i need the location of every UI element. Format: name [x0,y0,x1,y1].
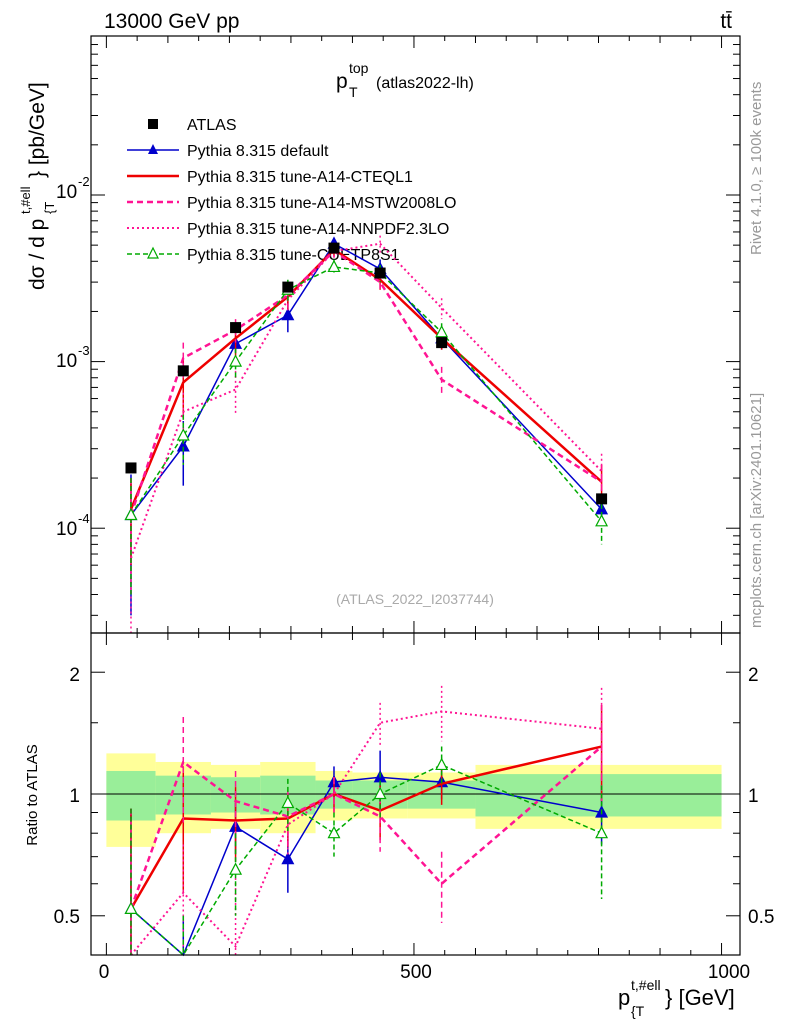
legend-marker-default [148,144,158,154]
x-label-sub: {T [631,1003,645,1019]
ratio-line-4 [130,764,602,957]
rivet-label: Rivet 4.1.0, ≥ 100k events [748,82,765,255]
process-label: tt̄ [720,10,732,33]
series-line-3 [130,242,603,559]
ratio-band-inner [475,774,722,817]
series-marker-4 [595,514,609,527]
y-main-label-sup: t,#ell [18,186,33,214]
energy-label: 13000 GeV pp [104,10,239,33]
ratio-tick-2-right: 2 [748,665,759,686]
y-ratio-axis-label: Ratio to ATLAS [24,744,41,845]
ratio-marker-4 [595,825,609,839]
ratio-marker-4 [229,862,243,875]
series-marker-4 [229,354,243,367]
y-main-label-suffix: } [pb/GeV] [26,82,49,178]
main-panel [124,235,609,633]
plot-title-sup: top [349,60,369,76]
atlas-data-point [436,337,448,349]
legend: ATLAS Pythia 8.315 default Pythia 8.315 … [127,117,456,264]
x-tick-1000: 1000 [708,962,750,983]
series-line-0 [130,242,603,516]
ratio-line-2 [129,745,603,910]
x-tick-500: 500 [400,962,432,983]
ratio-tick-1-right: 1 [748,786,759,807]
series-marker-4 [435,324,449,338]
y-main-label-sub: {T [42,202,57,214]
series-line-2 [129,249,603,516]
series-line-1 [129,248,603,510]
atlas-data-point [328,242,340,254]
axes-frame [90,35,741,956]
series-marker-4 [124,507,138,521]
y-tick-1e-3: 10 [56,351,77,372]
legend-label-mstw: Pythia 8.315 tune-A14-MSTW2008LO [187,195,456,212]
ratio-marker-0 [281,851,295,865]
atlas-data-point [177,365,189,377]
atlas-data-point [596,493,608,505]
analysis-id: (ATLAS_2022_I2037744) [336,591,494,607]
legend-marker-cuetp [147,246,159,259]
legend-label-cteql1: Pythia 8.315 tune-A14-CTEQL1 [187,169,413,186]
legend-label-default: Pythia 8.315 default [187,143,329,160]
x-tick-labels: 0 500 1000 [99,962,750,983]
x-label-sup: t,#ell [631,977,661,993]
atlas-data-point [282,281,294,293]
plot-title-sub: T [349,84,358,100]
ratio-tick-05-right: 0.5 [748,907,774,928]
y-tick-1e-2-exp: -2 [78,174,90,189]
mcplots-label: mcplots.cern.ch [arXiv:2401.10621] [748,393,765,628]
x-tick-0: 0 [99,962,110,983]
y-tick-1e-4: 10 [56,519,77,540]
series-line-4 [130,266,603,522]
ratio-panel [91,685,740,957]
y-main-label-text: dσ / d p [26,219,49,290]
plot-title-suffix: (atlas2022-lh) [376,75,474,92]
x-axis-label: p t,#ell {T } [GeV] [618,977,735,1019]
atlas-data-point [230,322,242,334]
y-main-axis-label: dσ / d p t,#ell {T } [pb/GeV] [18,82,57,290]
atlas-data-point [125,462,137,474]
y-tick-1e-3-exp: -3 [78,343,90,358]
ratio-marker-4 [435,757,449,771]
legend-marker-atlas [148,119,158,129]
series-marker-0 [281,307,295,321]
ratio-tick-2-left: 2 [69,665,80,686]
series-marker-4 [176,428,190,441]
y-tick-1e-4-exp: -4 [78,511,90,526]
ratio-line-3 [130,710,602,956]
y-tick-1e-2: 10 [56,182,77,203]
series-marker-4 [327,259,341,273]
legend-label-nnpdf: Pythia 8.315 tune-A14-NNPDF2.3LO [187,221,449,238]
ratio-tick-05-left: 0.5 [54,907,80,928]
atlas-data-point [374,267,386,279]
ratio-marker-4 [281,795,295,809]
x-label-main: p [618,985,630,1010]
ratio-line-0 [130,776,602,957]
legend-label-atlas: ATLAS [187,117,237,134]
y-main-tick-labels: 10 -2 10 -3 10 -4 [56,174,90,540]
ratio-tick-1-left: 1 [69,786,80,807]
y-ratio-tick-labels: 2 1 0.5 2 1 0.5 [54,665,775,928]
plot-title: p top T (atlas2022-lh) [336,60,474,100]
x-label-suffix: } [GeV] [665,985,735,1010]
ratio-marker-4 [327,825,341,839]
ratio-marker-4 [124,901,138,914]
ratio-marker-4 [373,786,387,800]
plot-title-main: p [336,70,348,93]
